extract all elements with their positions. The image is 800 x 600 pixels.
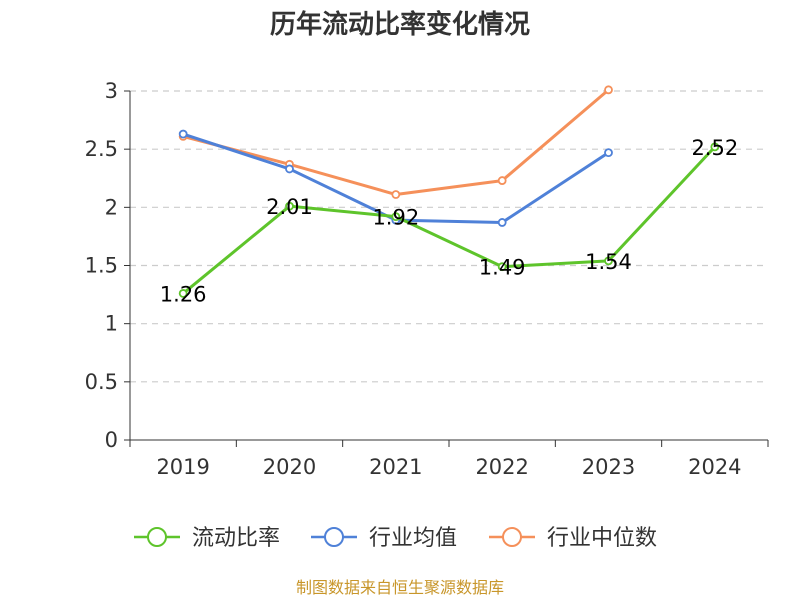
series-group: 1.26 2.01 1.92 1.49 1.54 2.52 — [160, 85, 738, 306]
legend-marker — [147, 527, 167, 547]
data-label: 1.92 — [372, 206, 419, 230]
y-tick-label: 1.5 — [85, 254, 118, 278]
data-label: 2.01 — [266, 195, 313, 219]
x-tick-label: 2022 — [475, 455, 528, 479]
y-tick-label: 0.5 — [85, 370, 118, 394]
y-tick-label: 2.5 — [85, 137, 118, 161]
legend-label: 流动比率 — [192, 526, 280, 551]
data-point — [391, 190, 401, 199]
legend-marker — [502, 527, 522, 547]
data-point — [604, 148, 613, 158]
data-label: 1.26 — [160, 282, 207, 306]
data-point — [178, 129, 188, 139]
data-point — [497, 176, 507, 185]
x-tick-label: 2020 — [263, 455, 316, 479]
x-tick-label: 2019 — [156, 455, 209, 479]
legend-item-1[interactable]: 行业均值 — [311, 526, 457, 551]
series-line-0 — [182, 145, 716, 295]
data-point — [497, 218, 507, 227]
y-tick-label: 1 — [105, 312, 118, 336]
data-label: 1.54 — [585, 250, 632, 274]
legend-label: 行业均值 — [369, 526, 457, 551]
x-tick-label: 2024 — [688, 455, 741, 479]
source-note: 制图数据来自恒生聚源数据库 — [296, 578, 504, 597]
legend-item-2[interactable]: 行业中位数 — [489, 526, 657, 551]
series-line-2 — [182, 88, 610, 197]
y-tick-label: 0 — [105, 428, 118, 452]
data-point — [285, 164, 294, 174]
data-point — [497, 262, 507, 272]
legend-item-0[interactable]: 流动比率 — [134, 526, 280, 551]
data-point — [285, 201, 294, 211]
grid-lines — [130, 90, 768, 383]
data-point — [710, 142, 720, 152]
data-point — [178, 289, 188, 298]
x-tick-label: 2023 — [582, 455, 635, 479]
data-label: 1.49 — [479, 256, 526, 280]
data-label: 2.52 — [691, 136, 738, 160]
legend[interactable]: 流动比率 行业均值 行业中位数 — [134, 526, 657, 551]
data-point — [391, 212, 401, 222]
data-point — [604, 85, 613, 95]
chart-title: 历年流动比率变化情况 — [270, 9, 530, 40]
y-tick-label: 3 — [105, 79, 118, 103]
legend-marker — [324, 527, 344, 547]
data-point — [604, 256, 613, 266]
x-tick-label: 2021 — [369, 455, 422, 479]
legend-label: 行业中位数 — [547, 526, 657, 551]
axes: 0 0.5 1 1.5 2 2.5 3 2019 2020 2021 2022 2023 2024 — [85, 79, 769, 479]
y-tick-label: 2 — [105, 195, 118, 219]
